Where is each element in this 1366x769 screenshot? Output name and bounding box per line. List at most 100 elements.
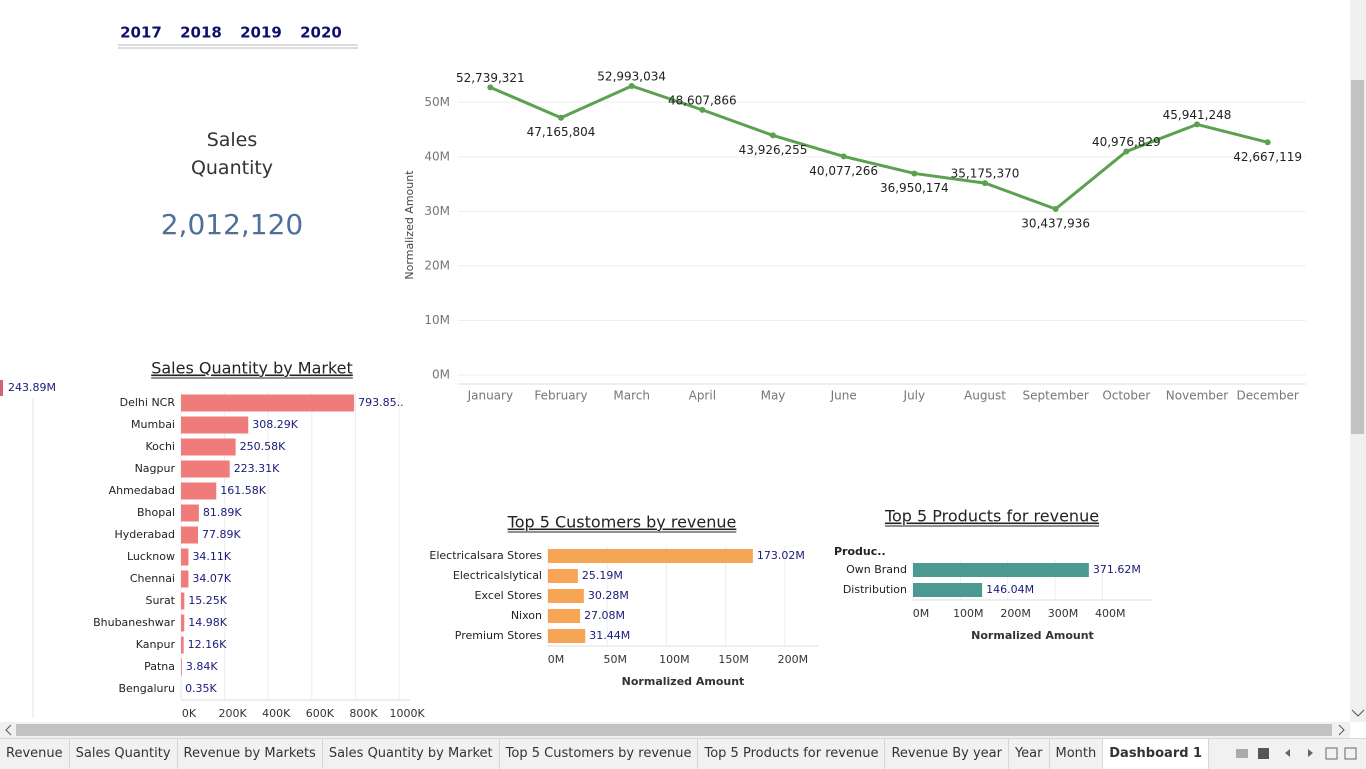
bar[interactable] (181, 549, 188, 566)
category-label: Kochi (146, 440, 175, 453)
bar[interactable] (181, 395, 354, 412)
x-tick-label: 400M (1095, 607, 1126, 620)
data-label: 371.62M (1093, 563, 1141, 576)
y-tick-label: 20M (424, 258, 450, 272)
year-filter[interactable]: 2020 (300, 24, 342, 42)
point[interactable] (1053, 206, 1059, 212)
data-label: 0.35K (185, 682, 217, 695)
next-tab[interactable] (1308, 749, 1313, 757)
bar[interactable] (913, 583, 982, 597)
year-filter[interactable]: 2017 (120, 24, 162, 42)
point[interactable] (770, 132, 776, 138)
data-label: 14.98K (188, 616, 227, 629)
data-label: 47,165,804 (527, 125, 596, 139)
bar[interactable] (548, 609, 580, 623)
point[interactable] (487, 84, 493, 90)
sheet-tab[interactable]: Month (1050, 739, 1104, 769)
data-label: 52,993,034 (597, 69, 666, 83)
category-label: Lucknow (127, 550, 175, 563)
x-tick-label: 200M (778, 653, 809, 666)
category-label: Surat (145, 594, 175, 607)
x-tick-label: 200M (1000, 607, 1031, 620)
sheet-tab[interactable]: Revenue by Markets (178, 739, 323, 769)
bar[interactable] (181, 439, 236, 456)
bar[interactable] (181, 527, 198, 544)
data-label: 45,941,248 (1163, 108, 1232, 122)
bar[interactable] (181, 417, 248, 434)
category-label: Bhubaneshwar (93, 616, 175, 629)
sheet-tab[interactable]: Dashboard 1 (1103, 739, 1209, 769)
v-scroll-thumb[interactable] (1351, 80, 1364, 434)
category-label: Ahmedabad (109, 484, 175, 497)
category-label: Electricalslytical (453, 569, 542, 582)
data-label: 25.19M (582, 569, 623, 582)
sheet-tab[interactable]: Revenue (0, 739, 70, 769)
category-label: Kanpur (136, 638, 176, 651)
fullscreen-icon[interactable] (1345, 748, 1356, 759)
data-label: 34.11K (192, 550, 231, 563)
bar[interactable] (181, 505, 199, 522)
y-axis-label: Normalized Amount (403, 170, 416, 280)
point[interactable] (629, 83, 635, 89)
bar[interactable] (548, 549, 753, 563)
x-tick-label: 0K (182, 707, 197, 720)
point[interactable] (841, 153, 847, 159)
kpi-title: Sales Quantity (172, 126, 292, 182)
h-scroll-thumb[interactable] (16, 724, 1332, 736)
point[interactable] (911, 170, 917, 176)
bar[interactable] (181, 593, 184, 610)
category-label: Nixon (511, 609, 542, 622)
sheet-tab[interactable]: Revenue By year (885, 739, 1009, 769)
bar[interactable] (548, 569, 578, 583)
point[interactable] (1265, 139, 1271, 145)
point[interactable] (1194, 121, 1200, 127)
x-tick-label: 0M (548, 653, 565, 666)
prev-tab[interactable] (1285, 749, 1290, 757)
sheet-tab[interactable]: Sales Quantity by Market (323, 739, 500, 769)
fit-icon[interactable] (1326, 748, 1337, 759)
view-icon[interactable] (1258, 748, 1269, 759)
data-label: 12.16K (188, 638, 227, 651)
data-label: 27.08M (584, 609, 625, 622)
x-axis-label: Normalized Amount (622, 675, 745, 688)
data-label: 30,437,936 (1021, 216, 1090, 230)
bar[interactable] (913, 563, 1089, 577)
x-tick-label: 100M (659, 653, 690, 666)
sheet-tab[interactable]: Sales Quantity (70, 739, 178, 769)
x-tick-label: June (830, 389, 857, 403)
bar[interactable] (548, 629, 585, 643)
bar[interactable] (181, 637, 184, 654)
bar[interactable] (181, 615, 184, 632)
x-tick-label: December (1237, 389, 1299, 403)
data-label: 161.58K (220, 484, 266, 497)
data-label: 34.07K (192, 572, 231, 585)
sheet-tab[interactable]: Top 5 Products for revenue (698, 739, 885, 769)
x-axis-label: Normalized Amount (971, 629, 1094, 642)
offscreen-label: 243.89M (8, 381, 56, 394)
category-label: Patna (144, 660, 175, 673)
view-icon[interactable] (1236, 749, 1248, 758)
x-tick-label: August (964, 389, 1006, 403)
bar[interactable] (548, 589, 584, 603)
bar[interactable] (181, 483, 216, 500)
sheet-tab[interactable]: Top 5 Customers by revenue (500, 739, 699, 769)
bar[interactable] (181, 461, 230, 478)
point[interactable] (558, 115, 564, 121)
category-label: Hyderabad (115, 528, 176, 541)
point[interactable] (1123, 148, 1129, 154)
year-filter[interactable]: 2019 (240, 24, 282, 42)
x-tick-label: January (467, 389, 514, 403)
data-label: 30.28M (588, 589, 629, 602)
category-label: Excel Stores (475, 589, 543, 602)
data-label: 40,976,829 (1092, 135, 1161, 149)
category-label: Electricalsara Stores (429, 549, 542, 562)
point[interactable] (699, 107, 705, 113)
bar[interactable] (181, 659, 182, 676)
point[interactable] (982, 180, 988, 186)
data-label: 48,607,866 (668, 93, 737, 107)
year-filter[interactable]: 2018 (180, 24, 222, 42)
sheet-tab[interactable]: Year (1009, 739, 1050, 769)
bar[interactable] (181, 571, 188, 588)
